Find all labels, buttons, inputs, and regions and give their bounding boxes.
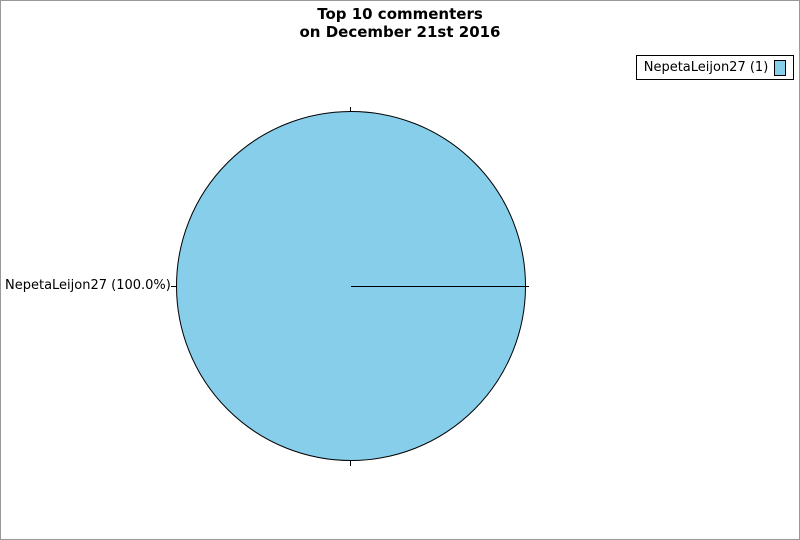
legend: NepetaLeijon27 (1) — [636, 55, 794, 80]
slice-boundary-line — [351, 286, 529, 287]
chart-title-line2: on December 21st 2016 — [299, 23, 501, 41]
chart-title: Top 10 commenters on December 21st 2016 — [1, 5, 799, 41]
pie-left-tick — [171, 286, 177, 287]
legend-entry-label: NepetaLeijon27 (1) — [643, 60, 769, 75]
chart-title-line1: Top 10 commenters — [317, 5, 483, 23]
slice-label: NepetaLeijon27 (100.0%) — [5, 278, 171, 293]
pie-bottom-tick — [350, 460, 351, 466]
legend-swatch — [774, 59, 787, 76]
pie-top-tick — [350, 107, 351, 112]
